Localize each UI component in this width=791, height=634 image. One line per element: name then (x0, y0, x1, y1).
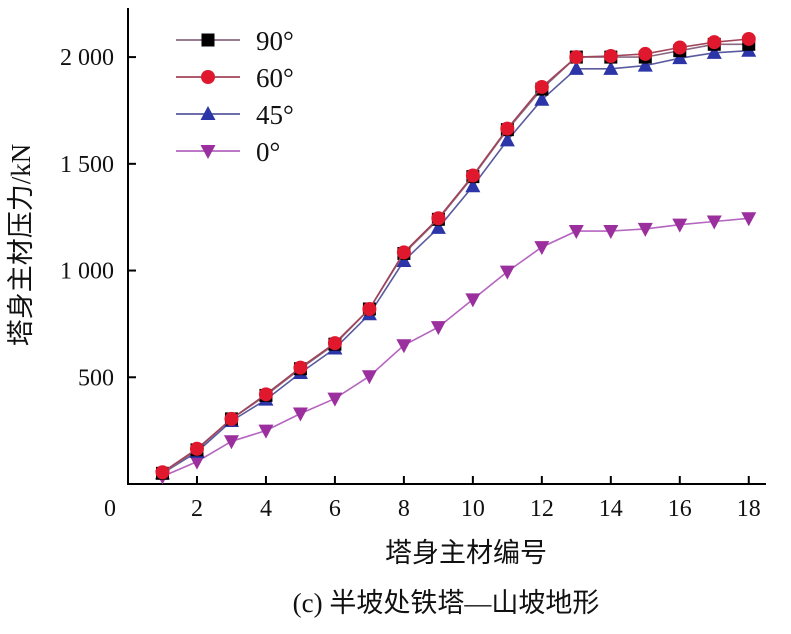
data-point-0-deg (430, 321, 446, 336)
data-point-45-deg (603, 60, 619, 75)
data-point-60-deg (534, 79, 549, 94)
data-point-60-deg (603, 49, 618, 64)
data-point-0-deg (603, 225, 619, 240)
data-point-60-deg (293, 360, 308, 375)
series-60-deg (155, 31, 756, 480)
data-point-60-deg (569, 50, 584, 65)
legend-item-45-deg: 45° (176, 100, 294, 130)
legend-marker-60-deg (201, 70, 215, 84)
series-line-0-deg (162, 217, 749, 478)
legend-marker-90-deg (201, 33, 215, 47)
origin-label: 0 (104, 496, 116, 522)
data-point-45-deg (568, 60, 584, 75)
legend-marker-45-deg (200, 106, 216, 120)
data-point-0-deg (465, 293, 481, 308)
legend-item-60-deg: 60° (176, 63, 294, 93)
series-line-60-deg (162, 38, 749, 473)
data-point-60-deg (465, 168, 480, 183)
axes: 500 1 000 1 500 2 000 2 4 6 8 10 12 14 16 18 0 (60, 8, 766, 522)
data-point-60-deg (224, 411, 239, 426)
data-point-60-deg (638, 46, 653, 61)
data-point-60-deg (396, 245, 411, 260)
data-point-0-deg (327, 392, 343, 407)
y-tick-label: 2 000 (60, 45, 114, 71)
x-tick-label: 10 (461, 496, 485, 522)
data-point-45-deg (465, 178, 481, 193)
x-tick-label: 8 (398, 496, 410, 522)
series-group (154, 31, 757, 485)
data-point-60-deg (155, 465, 170, 480)
data-point-60-deg (500, 121, 515, 136)
x-tick-label: 4 (260, 496, 272, 522)
data-point-0-deg (568, 225, 584, 240)
data-point-45-deg (637, 57, 653, 72)
y-tick-label: 500 (78, 365, 114, 391)
data-point-60-deg (362, 301, 377, 316)
y-tick-label: 1 500 (60, 152, 114, 178)
data-point-60-deg (189, 441, 204, 456)
data-point-45-deg (499, 132, 515, 147)
data-point-60-deg (741, 31, 756, 46)
x-tick-label: 2 (191, 496, 203, 522)
data-point-0-deg (292, 407, 308, 422)
legend: 90° 60° 45° 0° (176, 26, 294, 167)
legend-label: 0° (256, 137, 280, 167)
x-tick-label: 12 (530, 496, 554, 522)
data-point-60-deg (327, 336, 342, 351)
y-axis-title: 塔身主材压力/kN (6, 144, 36, 347)
data-point-0-deg (258, 424, 274, 439)
data-point-0-deg (499, 265, 515, 280)
series-90-deg (155, 37, 756, 480)
data-point-60-deg (258, 387, 273, 402)
y-tick-label: 1 000 (60, 259, 114, 285)
data-point-60-deg (707, 35, 722, 50)
data-point-45-deg (706, 44, 722, 59)
data-point-0-deg (396, 339, 412, 354)
series-line-45-deg (162, 49, 749, 474)
data-point-0-deg (706, 215, 722, 230)
data-point-0-deg (672, 218, 688, 233)
x-tick-label: 14 (599, 496, 623, 522)
series-45-deg (154, 42, 757, 480)
data-point-0-deg (637, 222, 653, 237)
data-point-0-deg (189, 455, 205, 470)
figure-caption: (c) 半坡处铁塔—山坡地形 (293, 588, 600, 618)
x-axis-title: 塔身主材编号 (385, 538, 547, 568)
data-point-0-deg (741, 212, 757, 227)
x-tick-label: 18 (737, 496, 761, 522)
x-tick-label: 6 (329, 496, 341, 522)
data-point-0-deg (223, 435, 239, 450)
legend-label: 45° (256, 100, 294, 130)
data-point-0-deg (534, 241, 550, 256)
legend-label: 60° (256, 63, 294, 93)
x-tick-label: 16 (668, 496, 692, 522)
legend-item-0-deg: 0° (176, 137, 280, 167)
series-0-deg (154, 212, 757, 485)
legend-label: 90° (256, 26, 294, 56)
data-point-60-deg (431, 211, 446, 226)
data-point-45-deg (430, 219, 446, 234)
data-point-45-deg (534, 91, 550, 106)
data-point-60-deg (672, 40, 687, 55)
data-point-0-deg (361, 370, 377, 385)
legend-item-90-deg: 90° (176, 26, 294, 56)
legend-marker-0-deg (200, 145, 216, 159)
